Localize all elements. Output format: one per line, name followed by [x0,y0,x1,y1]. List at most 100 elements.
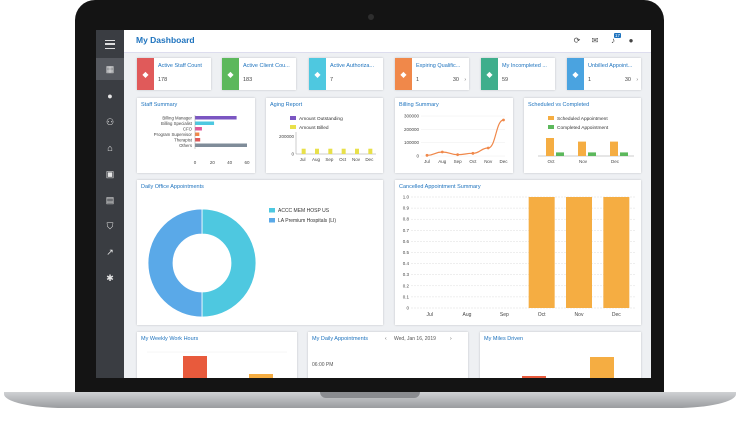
staff-bar [195,138,201,142]
invoice-icon: ▤ [105,194,115,205]
x-tick-label: 60 [244,160,250,165]
kpi-card[interactable]: ◆ Active Authoriza... 7 [309,58,383,90]
current-date: Wed, Jan 16, 2019 [394,336,436,342]
x-tick-label: Dec [499,159,508,164]
weekly-hours-bar [249,374,273,378]
y-tick-label: 0.6 [403,239,410,244]
x-tick-label: Nov [484,159,493,164]
sidebar-item-facilities[interactable]: ⌂ [96,137,124,159]
next-day-button[interactable]: › [450,336,452,342]
aging-bar [368,148,373,154]
sidebar-item-staff[interactable]: ● [96,85,124,107]
chevron-right-icon: › [464,77,466,83]
chart-line-icon: ↗ [106,246,114,257]
x-tick-label: 20 [210,160,216,165]
kpi-label: Active Authoriza... [330,63,375,69]
sidebar-item-clients[interactable]: ⚇ [96,111,124,133]
weekly-hours-title: My Weekly Work Hours [141,336,199,342]
weekly-hours-bar [183,356,207,378]
y-tick-label: 300000 [404,114,420,119]
time-slot: 06:00 PM [312,362,334,368]
x-tick-label: Oct [469,159,477,164]
aging-report-chart: Amount Outstanding Amount Billed 200000 0 Ju… [279,116,376,162]
y-tick-label: 0 [416,154,419,159]
calendar-icon: ◆ [481,58,498,90]
staff-bar [195,116,237,120]
calendar-icon: ▣ [105,168,115,179]
x-tick-label: Nov [575,312,584,318]
y-tick-label: 0.3 [403,272,410,277]
notification-badge: 17 [614,33,622,38]
kpi-label: Active Client Cou... [243,63,290,69]
y-tick-label: 0.7 [403,228,410,233]
kpi-label: Expiring Qualific... [416,63,461,69]
refresh-icon[interactable]: ⟳ [573,36,581,45]
y-tick-label: 0.8 [403,217,410,222]
cancelled-bar [528,197,555,308]
sidebar-item-billing[interactable]: ▤ [96,189,124,211]
chevron-right-icon: › [636,77,638,83]
kpi-card[interactable]: ◆ My Incompleted ... 59 [481,58,555,90]
donut-slice [147,208,203,318]
kpi-card[interactable]: ◆ Expiring Qualific... 1 30 › [395,58,469,90]
weekly-hours-panel: My Weekly Work Hours [137,332,297,378]
prev-day-button[interactable]: ‹ [385,336,387,342]
scheduled-bar [610,141,618,156]
legend-swatch [269,218,275,223]
staff-category-label: Billing Specialist [161,121,193,126]
x-tick-label: 0 [194,160,197,165]
group-icon: ◆ [222,58,239,90]
x-tick-label: 40 [227,160,233,165]
kpi-card[interactable]: ◆ Active Staff Count 178 [137,58,211,90]
miles-bar [590,357,614,378]
kpi-value: 178 [158,77,168,83]
sidebar-item-payments[interactable]: ⛉ [96,215,124,237]
legend-swatch [290,116,296,120]
x-tick-label: Oct [547,159,555,164]
donut-slice [201,208,257,318]
billing-point [486,146,490,150]
staff-category-label: CFO [183,127,193,132]
staff-summary-panel: Staff Summary Billing Manager Billing Spe… [137,98,255,173]
aging-report-title: Aging Report [270,102,303,108]
mail-icon[interactable]: ✉ [591,36,599,45]
kpi-value-secondary: 30 [452,77,459,83]
billing-summary-panel: Billing Summary 300000 200000 100000 0 Jul Au… [395,98,513,173]
legend-label: Scheduled Appointment [557,116,608,122]
miles-driven-panel: My Miles Driven [480,332,641,378]
kpi-card[interactable]: ◆ Unbilled Appoint... 1 30 › [567,58,641,90]
laptop-notch [320,392,420,398]
kpi-card[interactable]: ◆ Active Client Cou... 183 [222,58,296,90]
weekly-hours-chart [147,351,287,378]
y-tick-label: 0.1 [403,294,410,299]
aging-bar [315,148,319,154]
sidebar-item-reports[interactable]: ↗ [96,241,124,263]
sidebar-item-scheduling[interactable]: ▣ [96,163,124,185]
staff-category-label: Program Supervisor [154,132,193,137]
billing-summary-title: Billing Summary [399,102,439,108]
menu-toggle-button[interactable] [96,33,124,55]
kpi-label: Unbilled Appoint... [588,63,633,69]
scheduled-bar [588,152,596,156]
laptop-base [4,392,736,408]
x-tick-label: Oct [339,157,347,162]
daily-office-panel: Daily Office Appointments ACCC MEM HOSP … [137,180,383,325]
kpi-value-secondary: 30 [624,77,631,83]
sidebar-item-dashboard[interactable]: ▦ [96,58,124,80]
notification-bell-icon[interactable]: ♪ [611,36,615,45]
sidebar-item-settings[interactable]: ✱ [96,267,124,289]
gear-icon: ✱ [106,272,114,283]
page-title: My Dashboard [136,35,195,45]
scheduled-completed-chart: Scheduled Appointment Completed Appointme… [538,116,634,164]
group-icon: ⚇ [105,116,115,127]
scheduled-bar [578,141,586,156]
kpi-value: 1 [588,77,592,83]
y-tick-label: 100000 [404,140,420,145]
cart-icon: ⛉ [106,220,114,231]
legend-swatch [290,125,296,129]
profile-icon[interactable]: ● [628,36,634,45]
x-tick-label: Sep [325,157,334,162]
scheduled-completed-title: Scheduled vs Completed [528,102,590,108]
staff-category-label: Others [179,143,192,148]
